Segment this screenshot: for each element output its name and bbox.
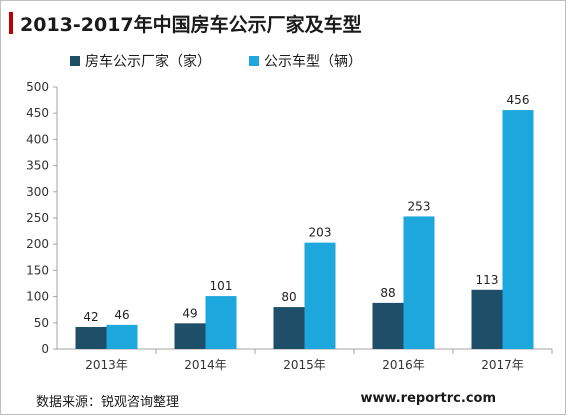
title-accent-bar xyxy=(9,12,13,34)
legend-label-manufacturers: 房车公示厂家（家） xyxy=(85,54,211,70)
data-label: 113 xyxy=(476,273,499,287)
data-label: 456 xyxy=(507,93,530,107)
y-tick-label: 50 xyxy=(34,316,49,330)
y-tick-label: 350 xyxy=(26,159,49,173)
data-label: 42 xyxy=(83,310,98,324)
y-tick-label: 500 xyxy=(26,80,49,94)
chart-title: 2013-2017年中国房车公示厂家及车型 xyxy=(20,14,362,36)
data-label: 49 xyxy=(182,306,197,320)
bar-manufacturers xyxy=(174,323,206,349)
data-label: 253 xyxy=(408,199,431,213)
bar-models xyxy=(403,216,435,349)
y-tick-label: 150 xyxy=(26,263,49,277)
data-label: 80 xyxy=(281,290,296,304)
data-source-note: 数据来源：锐观咨询整理 xyxy=(36,395,180,410)
legend-swatch-manufacturers xyxy=(70,56,80,66)
bar-models xyxy=(502,110,534,349)
data-label: 46 xyxy=(114,308,129,322)
bar-manufacturers xyxy=(471,289,503,349)
x-tick-label: 2014年 xyxy=(184,358,227,372)
bar-models xyxy=(106,324,138,349)
website-url: www.reportrc.com xyxy=(360,391,496,406)
legend-swatch-models xyxy=(249,56,259,66)
legend-item-manufacturers: 房车公示厂家（家） xyxy=(70,51,211,71)
x-tick-label: 2016年 xyxy=(382,358,425,372)
y-tick-label: 250 xyxy=(26,211,49,225)
legend-label-models: 公示车型（辆） xyxy=(264,54,362,70)
y-tick-label: 450 xyxy=(26,106,49,120)
bar-manufacturers xyxy=(372,302,404,349)
legend: 房车公示厂家（家） 公示车型（辆） xyxy=(70,51,362,71)
x-tick-label: 2013年 xyxy=(85,358,128,372)
legend-item-models: 公示车型（辆） xyxy=(249,51,362,71)
data-label: 203 xyxy=(309,226,332,240)
y-tick-label: 0 xyxy=(41,342,49,356)
x-tick-label: 2017年 xyxy=(481,358,524,372)
data-label: 101 xyxy=(210,279,233,293)
bar-manufacturers xyxy=(75,326,107,349)
y-tick-label: 400 xyxy=(26,132,49,146)
bar-models xyxy=(205,296,237,349)
y-tick-label: 200 xyxy=(26,237,49,251)
y-tick-label: 100 xyxy=(26,290,49,304)
y-tick-label: 300 xyxy=(26,185,49,199)
bar-manufacturers xyxy=(273,307,305,349)
x-tick-label: 2015年 xyxy=(283,358,326,372)
bar-models xyxy=(304,242,336,349)
data-label: 88 xyxy=(380,286,395,300)
